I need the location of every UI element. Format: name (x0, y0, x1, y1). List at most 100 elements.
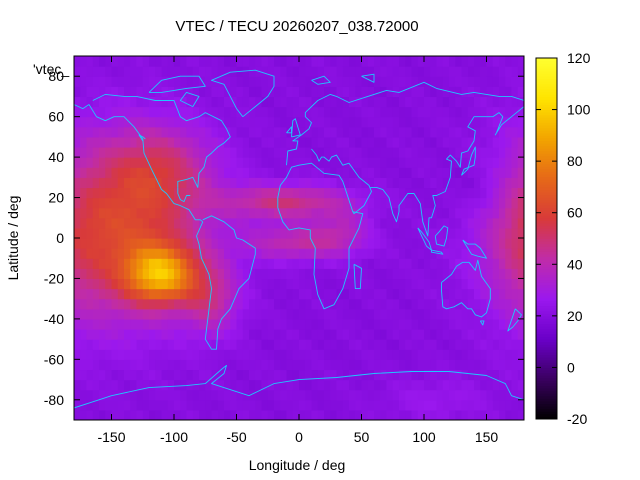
heatmap-cell (424, 136, 431, 148)
heatmap-cell (486, 389, 494, 401)
colorbar-cell (536, 99, 557, 103)
heatmap-cell (505, 177, 513, 189)
heatmap-cell (517, 96, 524, 108)
coastline (417, 227, 432, 251)
heatmap-cell (217, 207, 225, 219)
heatmap-cell (174, 167, 181, 178)
heatmap-cell (199, 116, 206, 128)
heatmap-cell (461, 389, 469, 401)
heatmap-cell (361, 329, 369, 340)
colorbar-cell (536, 168, 557, 172)
heatmap-cell (361, 318, 369, 330)
heatmap-cell (505, 329, 513, 340)
heatmap-cell (92, 86, 100, 98)
heatmap-cell (442, 399, 450, 411)
heatmap-cell (430, 76, 438, 87)
colorbar-cell (536, 359, 557, 363)
heatmap-cell (305, 187, 313, 199)
heatmap-cell (299, 389, 306, 401)
heatmap-cell (349, 187, 356, 199)
heatmap-cell (155, 379, 163, 391)
heatmap-cell (449, 369, 456, 381)
heatmap-cell (355, 278, 363, 290)
heatmap-cell (405, 136, 413, 148)
heatmap-cell (230, 359, 238, 371)
heatmap-cell (330, 308, 338, 320)
heatmap-cell (492, 308, 500, 320)
heatmap-cell (205, 298, 213, 310)
colorbar-cell (536, 127, 557, 131)
heatmap-cell (417, 389, 425, 401)
heatmap-cell (161, 369, 169, 381)
colorbar-cell (536, 256, 557, 260)
heatmap-cell (124, 238, 131, 249)
heatmap-cell (255, 288, 263, 300)
heatmap-cell (280, 258, 288, 269)
coastline (92, 93, 231, 188)
heatmap-cell (80, 248, 88, 259)
heatmap-cell (374, 389, 381, 401)
heatmap-cell (199, 86, 206, 98)
heatmap-cell (461, 217, 469, 229)
heatmap-cell (155, 167, 163, 178)
heatmap-cell (111, 349, 119, 360)
heatmap-cell (136, 409, 144, 420)
heatmap-cell (230, 349, 238, 360)
colorbar-cell (536, 385, 557, 389)
heatmap-cell (180, 399, 188, 411)
heatmap-cell (386, 96, 394, 108)
heatmap-cell (167, 157, 175, 168)
heatmap-cell (124, 106, 131, 118)
heatmap-cell (261, 136, 269, 148)
heatmap-cell (392, 409, 400, 420)
heatmap-cell (405, 278, 413, 290)
heatmap-cell (342, 278, 350, 290)
heatmap-cell (474, 248, 481, 259)
heatmap-cell (430, 399, 438, 411)
heatmap-cell (192, 56, 200, 67)
heatmap-cell (411, 157, 419, 168)
heatmap-cell (505, 227, 513, 239)
heatmap-cell (374, 157, 381, 168)
heatmap-cell (236, 147, 244, 158)
heatmap-cell (311, 136, 319, 148)
heatmap-cell (436, 258, 444, 269)
heatmap-cell (130, 217, 138, 229)
heatmap-cell (130, 207, 138, 219)
heatmap-cell (330, 157, 338, 168)
heatmap-cell (374, 278, 381, 290)
heatmap-cell (249, 157, 256, 168)
heatmap-cell (367, 369, 375, 381)
heatmap-cell (492, 329, 500, 340)
heatmap-cell (424, 66, 431, 77)
heatmap-cell (411, 238, 419, 249)
heatmap-cell (505, 167, 513, 178)
heatmap-cell (111, 278, 119, 290)
heatmap-cell (380, 258, 388, 269)
heatmap-cell (167, 207, 175, 219)
heatmap-cell (405, 399, 413, 411)
heatmap-cell (242, 56, 250, 67)
heatmap-cell (142, 66, 150, 77)
heatmap-cell (117, 389, 125, 401)
heatmap-cell (430, 359, 438, 371)
heatmap-cell (280, 238, 288, 249)
heatmap-cell (267, 258, 275, 269)
heatmap-cell (399, 207, 406, 219)
heatmap-cell (499, 197, 506, 209)
heatmap-cell (486, 227, 494, 239)
heatmap-cell (99, 278, 106, 290)
heatmap-cell (342, 349, 350, 360)
heatmap-cell (336, 308, 344, 320)
colorbar-cell (536, 65, 557, 69)
heatmap-cell (86, 248, 94, 259)
heatmap-cell (117, 298, 125, 310)
heatmap-cell (461, 298, 469, 310)
heatmap-cell (374, 268, 381, 280)
heatmap-cell (305, 268, 313, 280)
heatmap-cell (242, 66, 250, 77)
heatmap-cell (186, 359, 194, 371)
heatmap-cell (336, 86, 344, 98)
heatmap-cell (230, 318, 238, 330)
heatmap-cell (142, 217, 150, 229)
